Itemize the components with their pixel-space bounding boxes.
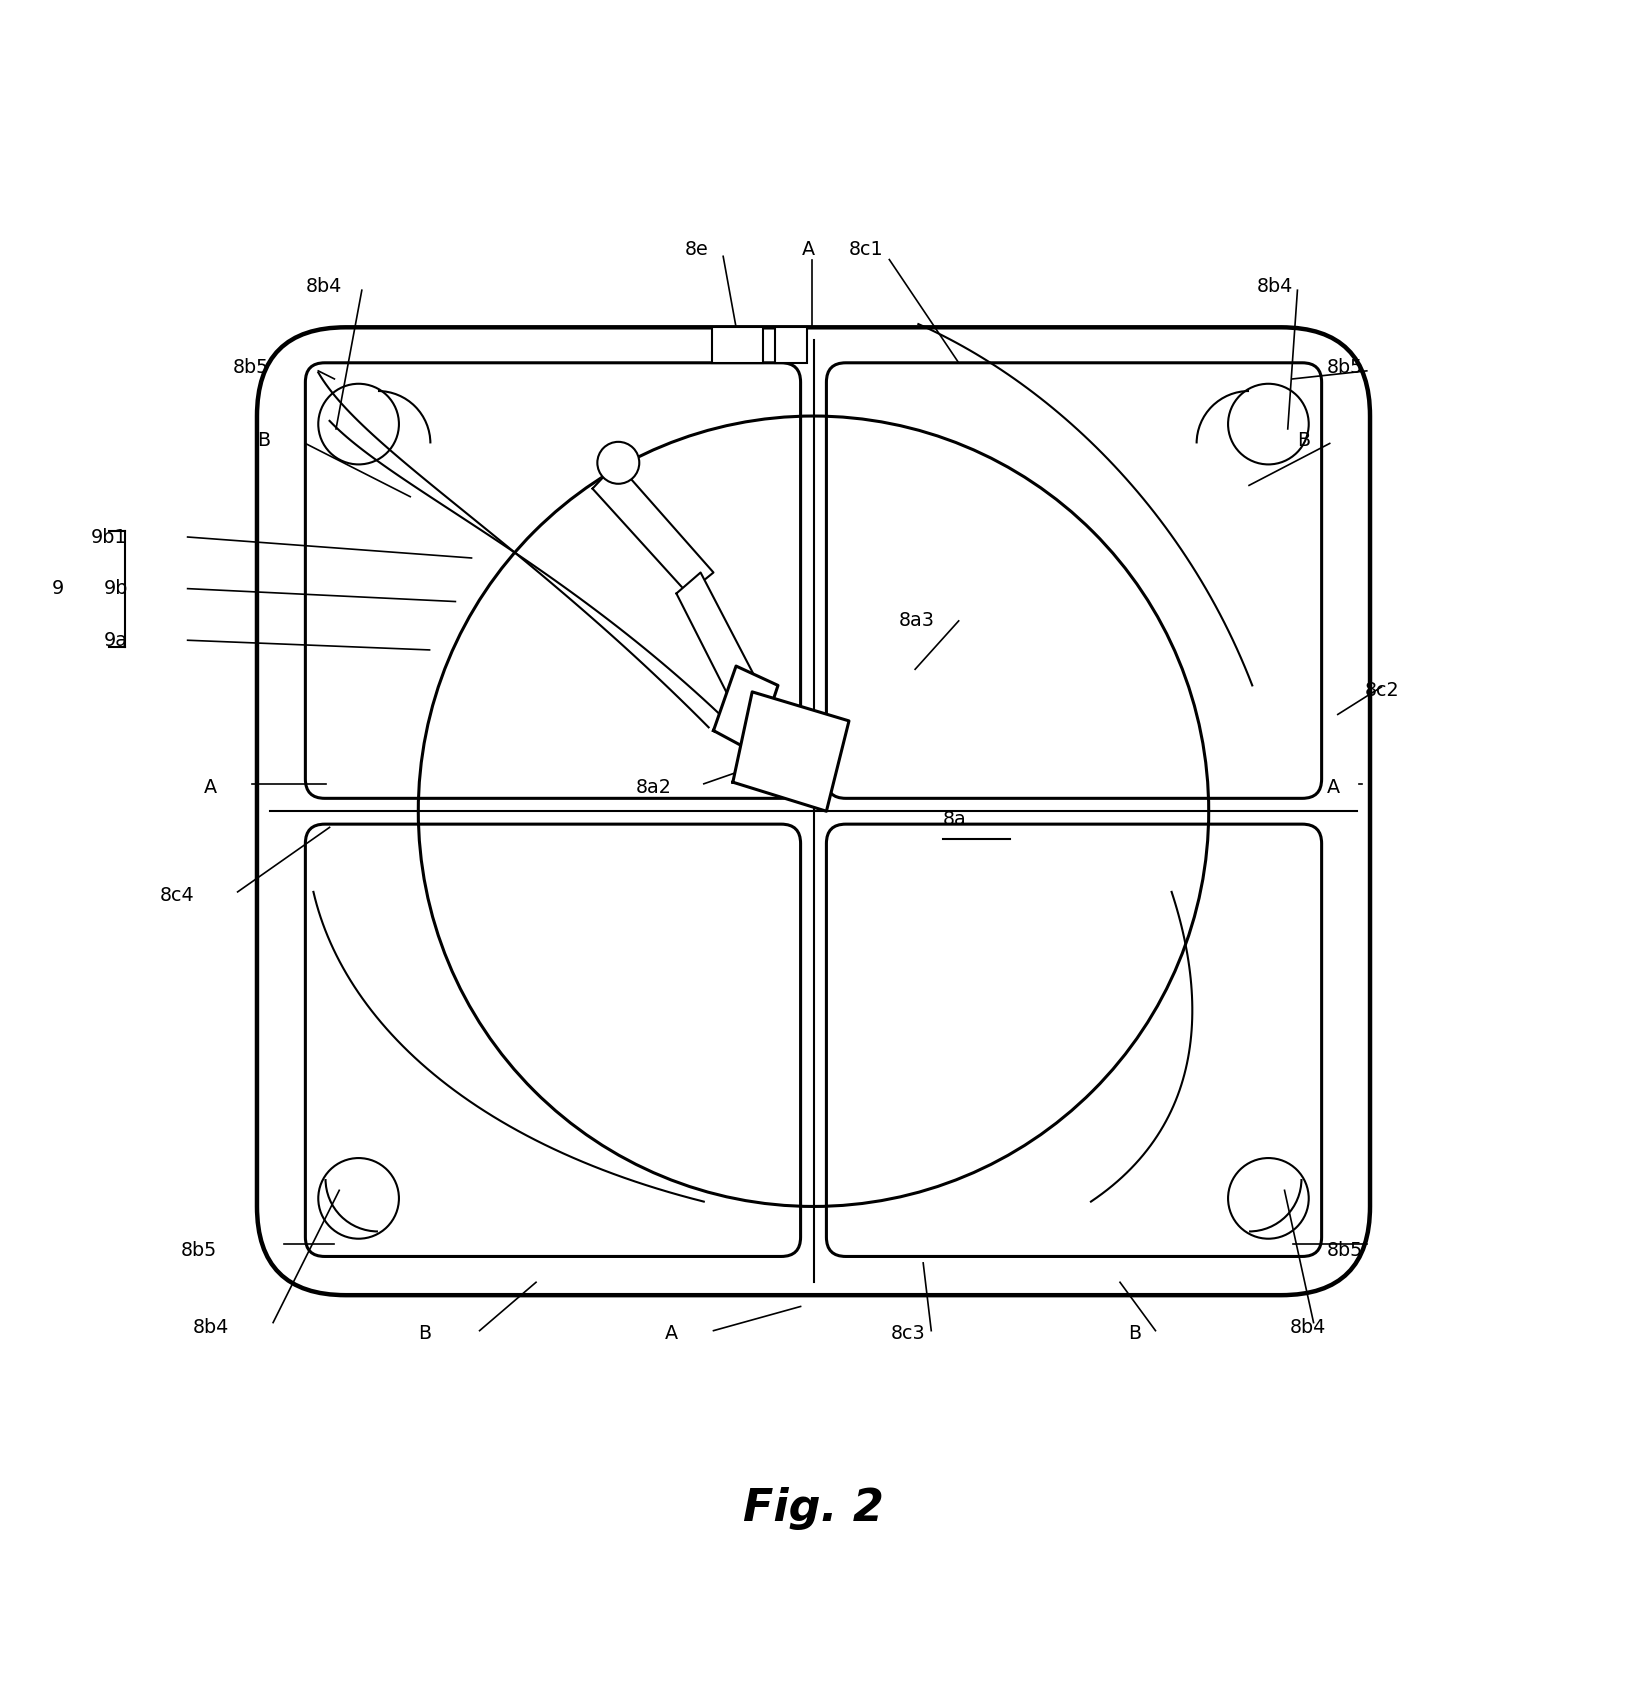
Text: Fig. 2: Fig. 2	[744, 1486, 883, 1530]
Text: 8b4: 8b4	[1258, 277, 1293, 297]
Text: 8b4: 8b4	[1289, 1318, 1326, 1336]
Text: 9: 9	[52, 579, 65, 599]
Text: 8c3: 8c3	[892, 1324, 926, 1343]
Bar	[774, 327, 807, 363]
Text: 8b5: 8b5	[1326, 1240, 1362, 1260]
Text: 8b4: 8b4	[306, 277, 342, 297]
Text: B: B	[418, 1324, 431, 1343]
Circle shape	[597, 442, 639, 484]
Text: 8b4: 8b4	[192, 1318, 229, 1336]
Text: 8a2: 8a2	[636, 778, 672, 796]
Polygon shape	[732, 692, 849, 811]
Text: A: A	[203, 778, 216, 796]
Text: 8a3: 8a3	[900, 611, 936, 631]
Text: 8a: 8a	[942, 810, 966, 828]
Polygon shape	[592, 462, 714, 594]
Text: 9a: 9a	[104, 631, 129, 649]
Text: 8c4: 8c4	[159, 886, 195, 904]
Text: A: A	[802, 240, 815, 260]
Text: A: A	[665, 1324, 678, 1343]
Text: 8b5: 8b5	[233, 358, 268, 378]
Text: 8c2: 8c2	[1365, 682, 1399, 700]
Text: 8b5: 8b5	[181, 1240, 218, 1260]
Polygon shape	[677, 572, 761, 712]
Text: B: B	[257, 430, 270, 450]
Text: 8b5: 8b5	[1326, 358, 1362, 378]
Text: 8c1: 8c1	[849, 240, 883, 260]
FancyBboxPatch shape	[257, 327, 1370, 1296]
Text: B: B	[1297, 430, 1311, 450]
Text: B: B	[1128, 1324, 1141, 1343]
Bar	[713, 327, 763, 363]
Text: 8e: 8e	[685, 240, 708, 260]
Text: A: A	[1326, 778, 1339, 796]
Text: 9b: 9b	[104, 579, 129, 599]
Polygon shape	[714, 666, 778, 752]
Text: 9b1: 9b1	[91, 528, 127, 547]
